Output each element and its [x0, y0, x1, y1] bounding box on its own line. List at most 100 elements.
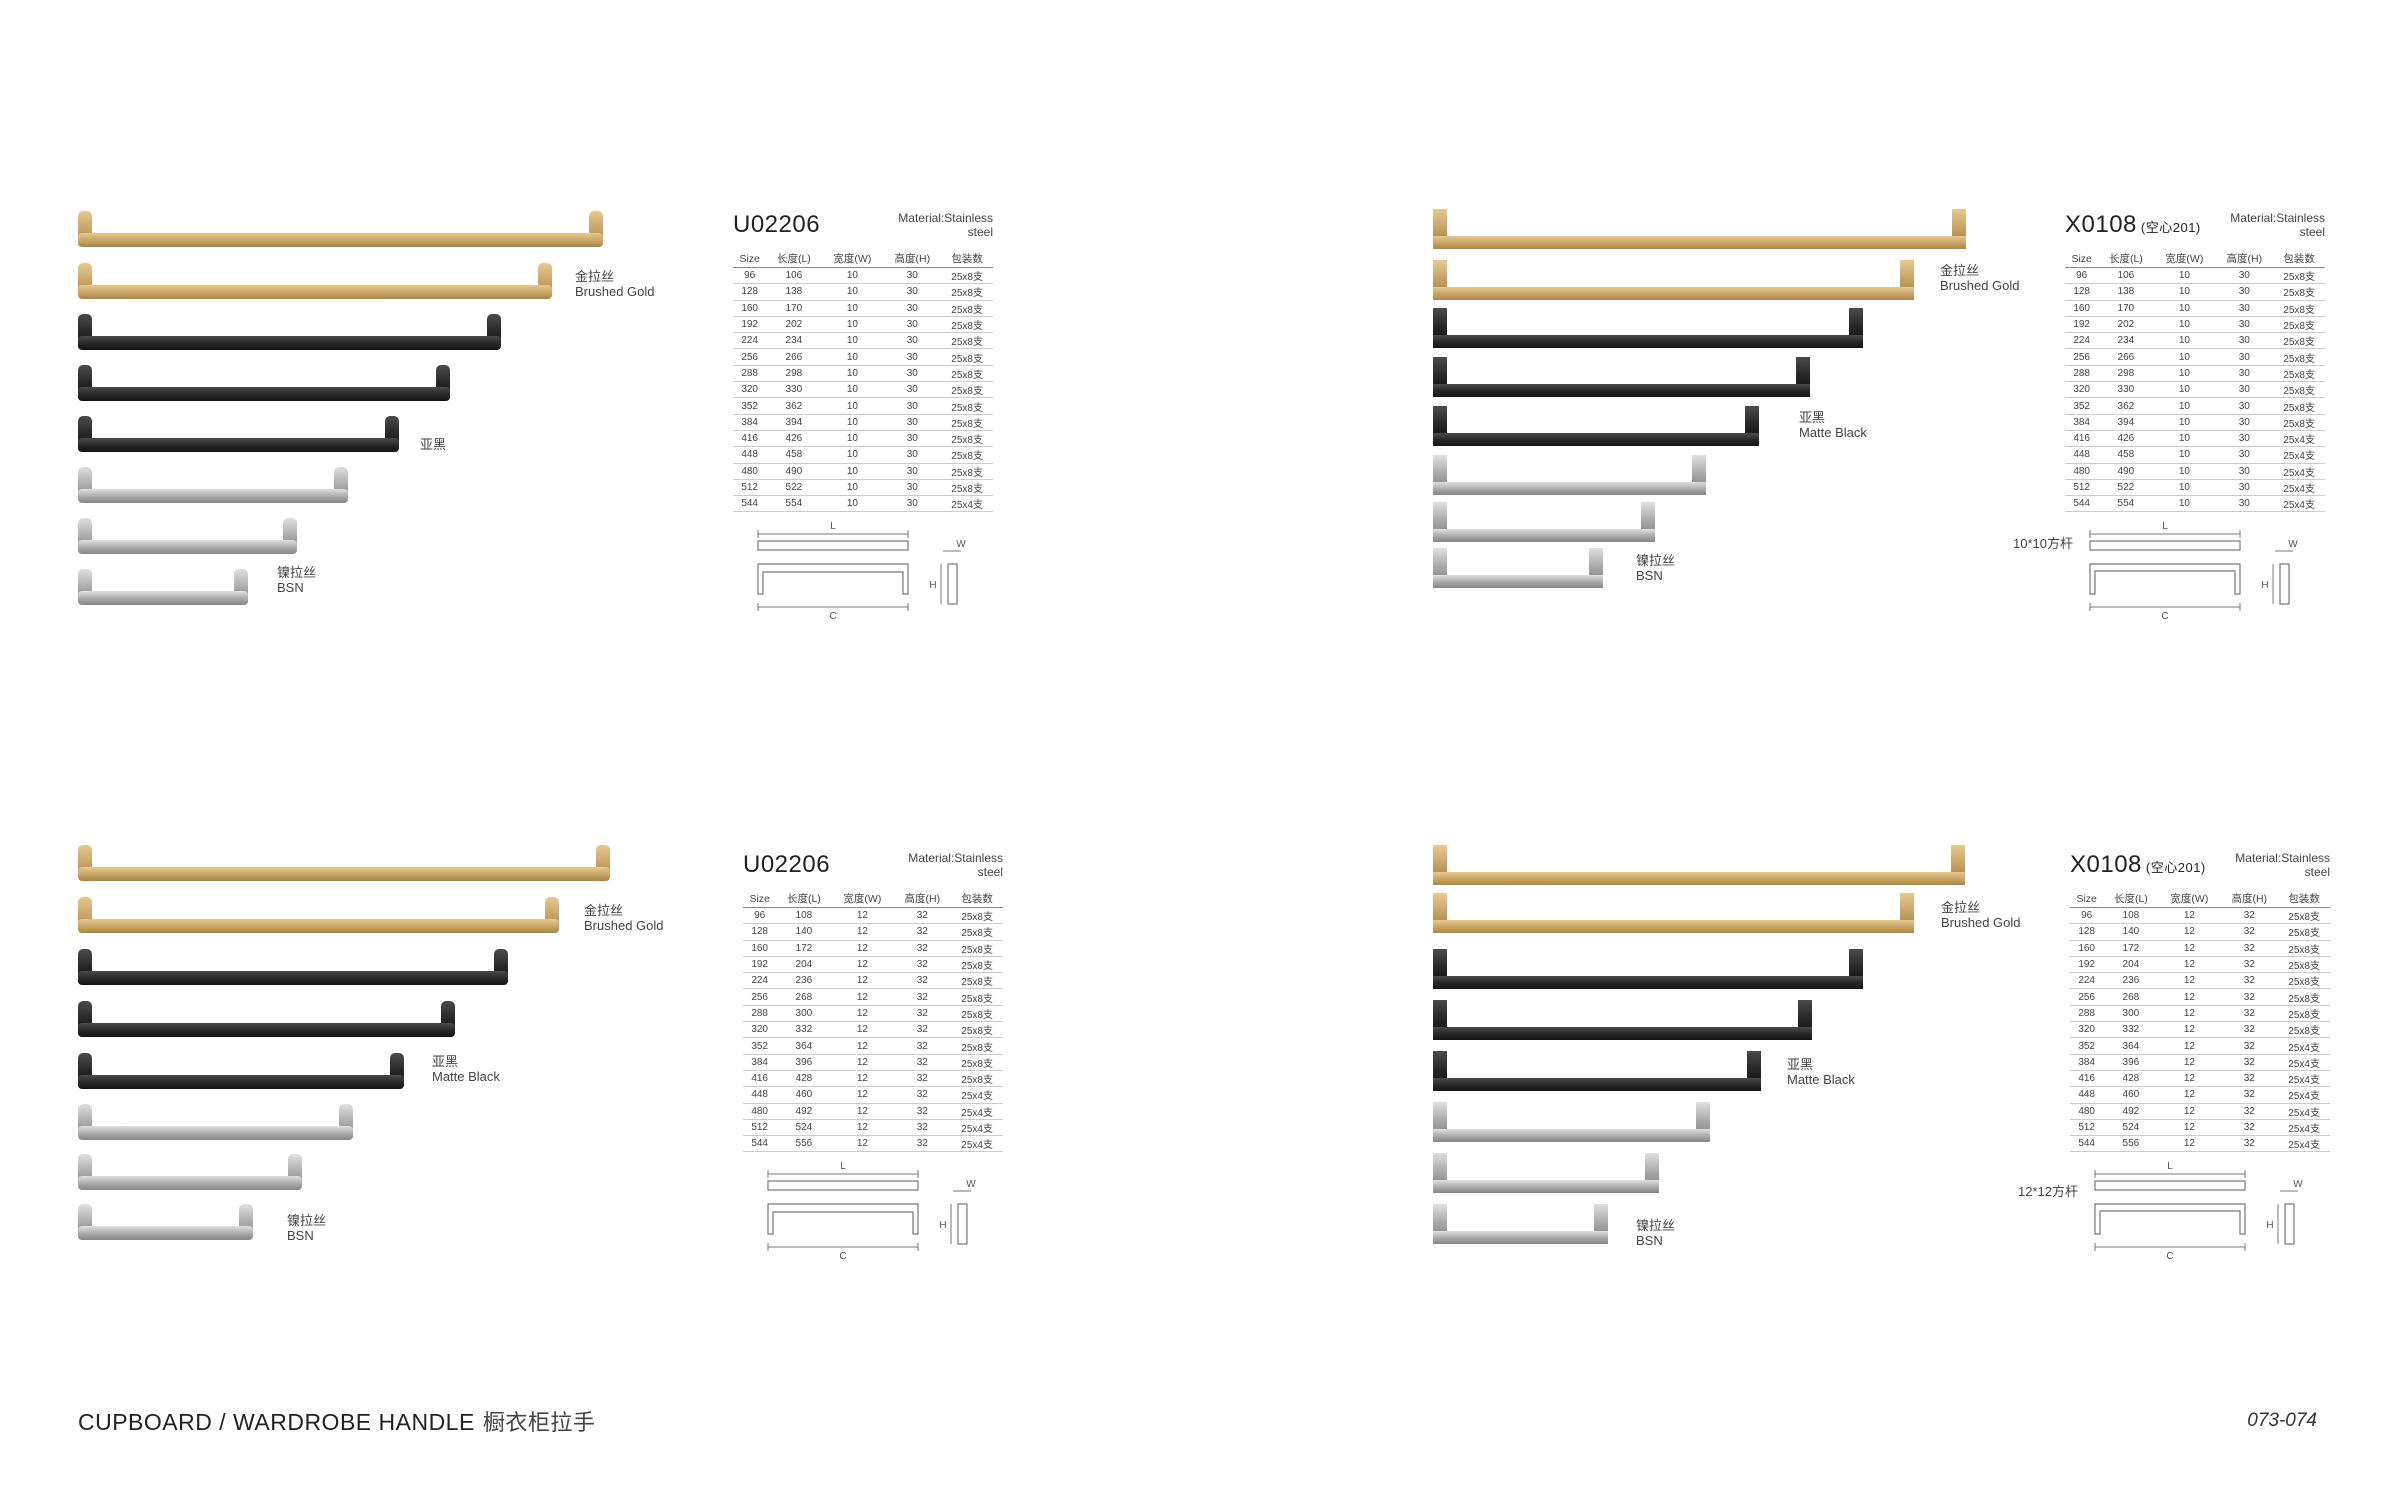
table-cell: 266 — [766, 348, 822, 366]
handle-nickel-3 — [1433, 548, 1603, 588]
table-cell: 25x8支 — [941, 381, 993, 399]
finish-label-gold: 金拉丝 Brushed Gold — [1940, 263, 2020, 293]
table-row: 224 234 10 30 25x8支 — [2065, 332, 2325, 350]
handle-gold-2 — [1433, 260, 1914, 300]
table-cell: 384 — [2070, 1054, 2104, 1071]
table-cell: 204 — [2103, 956, 2159, 974]
table-cell: 25x4支 — [941, 495, 993, 513]
table-cell: 12 — [831, 1005, 894, 1023]
table-cell: 202 — [766, 316, 822, 334]
table-cell: 12 — [2158, 1103, 2221, 1120]
dim-label-w: W — [2288, 539, 2298, 550]
table-cell: 554 — [766, 495, 822, 513]
table-cell: 106 — [2098, 267, 2154, 285]
table-cell: 30 — [883, 267, 942, 285]
table-row: 128 140 12 32 25x8支 — [743, 923, 1003, 941]
table-header-cell: 长度(L) — [776, 889, 832, 908]
dim-label-l: L — [840, 1161, 846, 1172]
table-cell: 172 — [2103, 940, 2159, 957]
table-cell: 30 — [883, 283, 942, 301]
table-cell: 288 — [2065, 365, 2099, 383]
table-cell: 10 — [821, 479, 884, 497]
table-cell: 32 — [2220, 1005, 2279, 1023]
dim-label-w: W — [956, 539, 966, 550]
table-cell: 25x8支 — [2278, 1005, 2330, 1023]
table-cell: 25x8支 — [2273, 397, 2325, 415]
handle-black-3 — [1433, 406, 1759, 446]
table-cell: 32 — [893, 1005, 952, 1023]
table-row: 512 524 12 32 25x4支 — [2070, 1119, 2330, 1137]
table-cell: 30 — [883, 430, 942, 448]
table-cell: 30 — [883, 332, 942, 350]
table-cell: 25x4支 — [2273, 495, 2325, 513]
table-cell: 384 — [2065, 414, 2099, 431]
table-cell: 12 — [831, 1054, 894, 1071]
table-cell: 12 — [831, 940, 894, 957]
table-cell: 480 — [2070, 1103, 2104, 1120]
table-cell: 25x4支 — [951, 1103, 1003, 1120]
table-cell: 96 — [733, 267, 767, 285]
table-cell: 25x8支 — [941, 332, 993, 350]
table-row: 256 266 10 30 25x8支 — [2065, 348, 2325, 366]
handle-nickel-2 — [78, 518, 297, 554]
handle-black-1 — [78, 314, 501, 350]
table-cell: 426 — [2098, 430, 2154, 448]
table-cell: 490 — [2098, 463, 2154, 480]
table-header-cell: 长度(L) — [766, 249, 822, 268]
handle-black-3 — [78, 416, 399, 452]
handle-gold-2 — [78, 897, 559, 933]
table-row: 512 522 10 30 25x4支 — [2065, 479, 2325, 497]
product-panel-u02206-10mm: 金拉丝 Brushed Gold 亚黑 镍拉丝 BSN U02206 Materia… — [78, 205, 1258, 665]
table-row: 288 300 12 32 25x8支 — [743, 1005, 1003, 1023]
table-cell: 416 — [2070, 1070, 2104, 1088]
table-cell: 522 — [2098, 479, 2154, 497]
table-cell: 12 — [2158, 1005, 2221, 1023]
table-cell: 30 — [2215, 365, 2274, 383]
table-cell: 25x8支 — [941, 283, 993, 301]
table-cell: 12 — [831, 907, 894, 925]
table-cell: 268 — [776, 988, 832, 1006]
table-cell: 25x8支 — [941, 316, 993, 334]
table-cell: 480 — [743, 1103, 777, 1120]
table-cell: 234 — [2098, 332, 2154, 350]
table-cell: 25x4支 — [951, 1086, 1003, 1104]
table-cell: 25x8支 — [951, 923, 1003, 941]
table-cell: 25x8支 — [2278, 988, 2330, 1006]
table-cell: 416 — [733, 430, 767, 448]
table-cell: 224 — [733, 332, 767, 350]
table-cell: 300 — [2103, 1005, 2159, 1023]
table-cell: 192 — [2070, 956, 2104, 974]
table-cell: 25x8支 — [941, 430, 993, 448]
handle-black-2 — [78, 365, 450, 401]
table-cell: 25x4支 — [2278, 1037, 2330, 1055]
table-cell: 32 — [893, 940, 952, 957]
model-number: U02206 — [733, 211, 821, 238]
table-cell: 30 — [2215, 414, 2274, 431]
table-cell: 30 — [2215, 348, 2274, 366]
handle-nickel-3 — [1433, 1204, 1608, 1244]
table-cell: 25x4支 — [2278, 1070, 2330, 1088]
table-cell: 32 — [893, 1021, 952, 1039]
table-cell: 25x8支 — [2273, 316, 2325, 334]
table-cell: 30 — [2215, 267, 2274, 285]
table-cell: 30 — [883, 446, 942, 464]
table-cell: 224 — [2070, 972, 2104, 990]
table-row: 160 172 12 32 25x8支 — [743, 940, 1003, 957]
table-cell: 448 — [743, 1086, 777, 1104]
table-cell: 416 — [743, 1070, 777, 1088]
table-cell: 10 — [2153, 381, 2216, 399]
table-cell: 10 — [2153, 267, 2216, 285]
table-cell: 320 — [2070, 1021, 2104, 1039]
table-cell: 32 — [893, 923, 952, 941]
table-row: 416 428 12 32 25x8支 — [743, 1070, 1003, 1088]
table-cell: 32 — [893, 1103, 952, 1120]
table-cell: 384 — [743, 1054, 777, 1071]
table-cell: 236 — [776, 972, 832, 990]
table-row: 96 108 12 32 25x8支 — [743, 907, 1003, 925]
table-cell: 25x4支 — [2273, 463, 2325, 480]
table-cell: 10 — [2153, 283, 2216, 301]
finish-label-gold: 金拉丝 Brushed Gold — [575, 269, 655, 299]
table-cell: 320 — [733, 381, 767, 399]
dim-label-w: W — [2293, 1179, 2303, 1190]
table-row: 128 140 12 32 25x8支 — [2070, 923, 2330, 941]
